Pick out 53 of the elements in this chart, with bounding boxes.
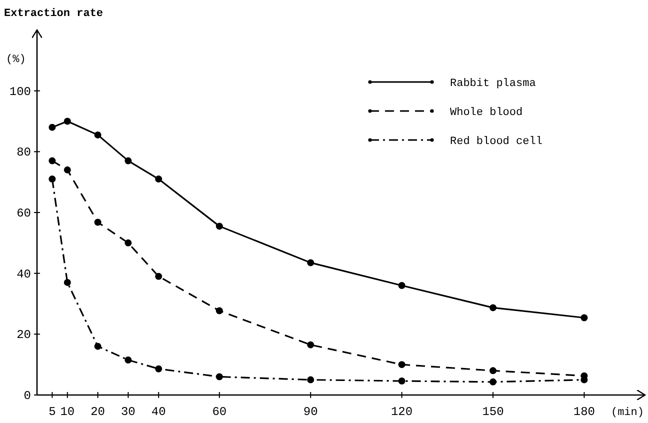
x-tick-label: 20 (90, 405, 106, 419)
point (94, 342, 102, 350)
point (490, 378, 496, 386)
x-tick-label: 10 (60, 405, 75, 419)
legend-label: Red blood cell (450, 136, 542, 148)
y-tick-label: 0 (24, 389, 31, 403)
y-tick-label: 100 (9, 84, 31, 99)
x-tick-label: 120 (390, 405, 413, 419)
x-tick-label: 60 (212, 405, 227, 419)
legend-entry: Rabbit plasma (368, 78, 536, 90)
point (398, 361, 406, 368)
x-axis-title: (min) (610, 407, 644, 419)
point (307, 376, 314, 384)
x-tick-label: 30 (120, 405, 136, 419)
point (216, 373, 223, 380)
y-tick-label: 60 (16, 206, 31, 220)
point (580, 314, 588, 322)
point (490, 304, 496, 312)
point (155, 365, 162, 372)
point (307, 259, 314, 266)
legend-entry: Red blood cell (368, 136, 542, 148)
point (124, 356, 132, 364)
point (64, 118, 71, 125)
point (398, 282, 406, 289)
point (490, 367, 496, 374)
x-tick-label: 5 (48, 405, 56, 419)
y-axis-title: Extraction rate (4, 8, 104, 20)
point (155, 176, 162, 183)
point (94, 218, 102, 226)
point (48, 176, 56, 183)
point (124, 239, 132, 246)
x-tick-label: 40 (151, 405, 166, 419)
legend-label: Whole blood (450, 107, 523, 119)
text: (%) (6, 54, 26, 66)
x-tick-label: 90 (303, 405, 318, 419)
legend-entry: Whole blood (368, 107, 523, 119)
y-tick-label: 40 (16, 267, 31, 282)
legend-label: Rabbit plasma (450, 78, 536, 90)
point (216, 307, 223, 314)
y-tick-label: 80 (16, 146, 31, 160)
y-tick-label: 20 (16, 328, 31, 342)
point (94, 131, 102, 138)
point (124, 157, 132, 164)
point (64, 278, 71, 286)
point (155, 272, 162, 280)
x-tick-label: 180 (573, 405, 596, 419)
point (64, 166, 71, 174)
point (398, 378, 406, 385)
point (307, 341, 314, 348)
point (216, 222, 223, 230)
point (48, 157, 56, 164)
x-tick-label: 150 (482, 405, 504, 419)
point (48, 124, 56, 131)
